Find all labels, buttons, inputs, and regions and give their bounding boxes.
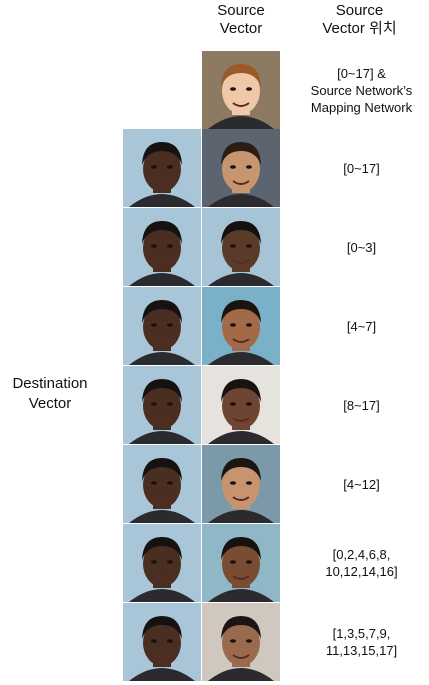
source-face-image [202,208,280,286]
source-face-image [202,51,280,129]
layer-range-label: [0,2,4,6,8, 10,12,14,16] [325,547,398,579]
layer-range-label: [4~7] [346,319,377,334]
layer-range-label: [0~17] [343,161,380,176]
source-face-image [202,129,280,207]
layer-range-label: [1,3,5,7,9, 11,13,15,17] [325,626,398,658]
layer-range-label: [0~3] [346,240,377,255]
layer-range-label: [8~17] [343,398,380,413]
source-face-image [202,445,280,523]
source-face-image [202,603,280,681]
layer-range-label: [0~17] & Source Network’s Mapping Networ… [310,66,413,115]
destination-vector-label: Destination Vector [12,375,88,412]
layer-range-label: [4~12] [343,477,380,492]
source-face-image [202,524,280,602]
destination-face-image [123,603,201,681]
destination-face-image [123,129,201,207]
destination-face-image [123,208,201,286]
destination-face-image [123,287,201,365]
destination-face-image [123,524,201,602]
destination-face-image [123,445,201,523]
header-source-vector-position: Source Vector 위치 [322,2,397,37]
header-source-vector: Source Vector [217,2,265,37]
source-face-image [202,366,280,444]
destination-face-image [123,366,201,444]
source-face-image [202,287,280,365]
